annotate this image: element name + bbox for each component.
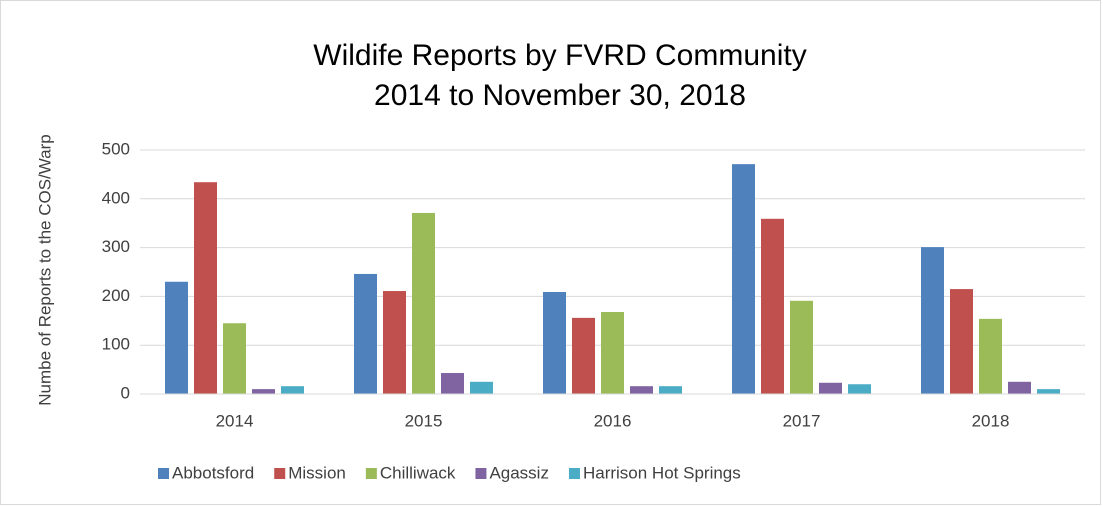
- bar: [630, 386, 653, 394]
- y-tick-label: 200: [102, 286, 130, 305]
- legend-label: Mission: [288, 463, 346, 482]
- legend-label: Chilliwack: [380, 463, 456, 482]
- bar: [165, 281, 188, 394]
- bar: [252, 389, 275, 394]
- chart-subtitle: 2014 to November 30, 2018: [374, 79, 746, 112]
- legend-label: Abbotsford: [172, 463, 254, 482]
- legend-swatch: [475, 468, 487, 479]
- y-tick-label: 300: [102, 237, 130, 256]
- x-tick-label: 2016: [594, 411, 632, 430]
- x-tick-label: 2018: [972, 411, 1010, 430]
- y-tick-label: 0: [121, 383, 130, 402]
- bar: [979, 318, 1002, 394]
- y-tick-label: 400: [102, 188, 130, 207]
- bar: [732, 164, 755, 394]
- bar: [441, 373, 464, 394]
- bar: [543, 292, 566, 394]
- legend-label: Harrison Hot Springs: [583, 463, 741, 482]
- chart-title: Wildife Reports by FVRD Community: [313, 39, 806, 72]
- legend-swatch: [274, 468, 286, 479]
- legend-label: Agassiz: [489, 463, 549, 482]
- bar: [1037, 389, 1060, 394]
- x-tick-label: 2015: [405, 411, 443, 430]
- bar: [354, 273, 377, 394]
- bar: [1008, 381, 1031, 394]
- y-tick-label: 100: [102, 335, 130, 354]
- bar: [921, 247, 944, 394]
- bar: [223, 323, 246, 394]
- bar: [470, 381, 493, 394]
- x-tick-label: 2014: [216, 411, 254, 430]
- bar: [194, 182, 217, 394]
- bar: [601, 312, 624, 394]
- bar: [790, 300, 813, 394]
- y-tick-label: 500: [102, 139, 130, 158]
- legend-swatch: [365, 468, 377, 479]
- bar: [383, 291, 406, 394]
- bar: [819, 382, 842, 394]
- y-axis-label: Numbe of Reports to the COS/Warp: [35, 134, 54, 405]
- legend-swatch: [568, 468, 580, 479]
- bar: [281, 386, 304, 394]
- bar: [572, 317, 595, 394]
- bar: [659, 386, 682, 394]
- bar: [848, 384, 871, 394]
- bar: [761, 218, 784, 394]
- x-tick-label: 2017: [783, 411, 821, 430]
- bar: [950, 289, 973, 394]
- bar: [412, 212, 435, 394]
- legend-swatch: [158, 468, 169, 479]
